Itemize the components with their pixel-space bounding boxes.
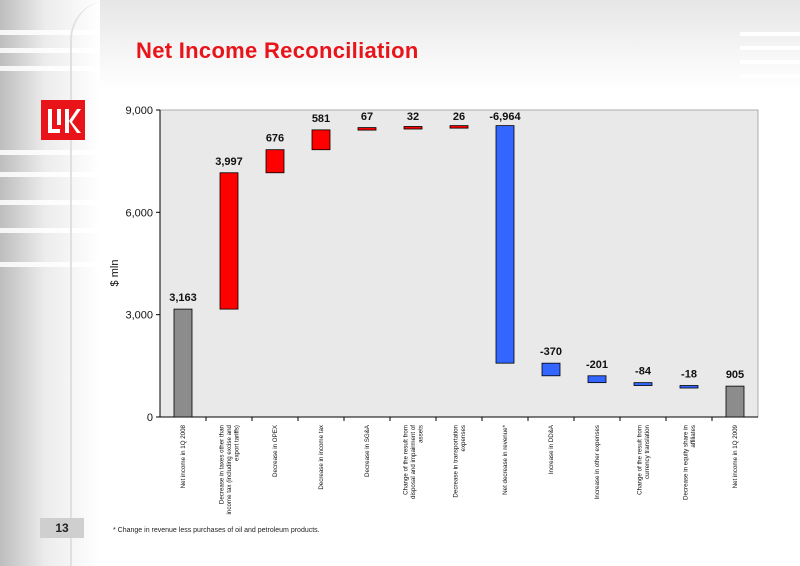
- x-category-label: Increase in other expenses: [594, 425, 601, 499]
- y-tick-label: 6,000: [125, 207, 153, 219]
- waterfall-bar: [403, 126, 423, 130]
- top-right-stripe: [740, 32, 800, 36]
- data-label: 905: [726, 369, 744, 381]
- sidebar-stripe: [0, 48, 100, 53]
- x-category-label: Change of the result fromcurrency transl…: [636, 424, 651, 494]
- plot-area: [159, 109, 759, 418]
- waterfall-bar: [311, 129, 331, 151]
- sidebar-stripe: [0, 200, 100, 205]
- waterfall-bar: [587, 375, 607, 384]
- top-right-stripe: [740, 74, 800, 78]
- data-label: -201: [586, 359, 608, 371]
- x-category-label: Decrease in equity share inaffiliates: [682, 424, 697, 500]
- x-category-label: Decrease in OPEX: [272, 425, 279, 477]
- decorative-curve: [70, 0, 132, 566]
- sidebar-stripe: [0, 172, 100, 177]
- x-category-label: Decrease in income tax: [318, 424, 325, 490]
- waterfall-bar: [173, 308, 193, 418]
- waterfall-bar: [219, 172, 239, 310]
- y-tick-label: 3,000: [125, 310, 153, 322]
- lukoil-logo-icon: [41, 100, 85, 140]
- data-label: -84: [635, 366, 652, 378]
- sidebar-stripe: [0, 30, 100, 35]
- footnote: * Change in revenue less purchases of oi…: [113, 527, 320, 534]
- top-right-stripe: [740, 46, 800, 50]
- y-tick-label: 0: [147, 412, 153, 424]
- sidebar-stripe: [0, 228, 100, 233]
- data-label: 676: [266, 133, 284, 145]
- page-number: 13: [40, 518, 84, 538]
- sidebar-stripe: [0, 150, 100, 155]
- data-label: 32: [407, 111, 419, 123]
- data-label: 67: [361, 111, 373, 123]
- x-category-label: Net income in 1Q 2008: [180, 424, 187, 488]
- data-label: -18: [681, 369, 697, 381]
- x-category-label: Decrease in taxes other thanincome tax (…: [219, 424, 241, 514]
- waterfall-bar: [541, 362, 561, 377]
- x-category-label: Change of the result fromdisposal and im…: [403, 425, 425, 499]
- waterfall-bar: [725, 385, 745, 418]
- left-decorative-sidebar: [0, 0, 100, 566]
- data-label: 581: [312, 113, 330, 125]
- x-category-label: Net decrease in revenue*: [502, 424, 509, 494]
- waterfall-bar: [449, 125, 469, 129]
- data-label: 3,997: [215, 156, 243, 168]
- waterfall-bar: [265, 149, 285, 174]
- waterfall-bar: [633, 382, 653, 386]
- data-label: -6,964: [489, 111, 521, 123]
- y-axis-label: $ mln: [109, 260, 121, 287]
- data-label: -370: [540, 346, 562, 358]
- data-label: 26: [453, 111, 465, 123]
- x-category-label: Increase in DD&A: [548, 424, 555, 474]
- top-decorative-band: [100, 0, 800, 90]
- sidebar-stripe: [0, 66, 100, 71]
- waterfall-bar: [679, 385, 699, 389]
- slide-title: Net Income Reconciliation: [136, 38, 419, 63]
- x-category-label: Decrease in transportationexpenses: [452, 424, 467, 497]
- top-right-stripe: [740, 60, 800, 64]
- data-label: 3,163: [169, 292, 197, 304]
- y-tick-label: 9,000: [125, 105, 153, 117]
- waterfall-bar: [357, 127, 377, 131]
- sidebar-stripe: [0, 262, 100, 267]
- x-category-label: Net income in 1Q 2009: [732, 424, 739, 488]
- waterfall-bar: [495, 125, 515, 364]
- x-category-label: Decrease in SG&A: [364, 424, 371, 477]
